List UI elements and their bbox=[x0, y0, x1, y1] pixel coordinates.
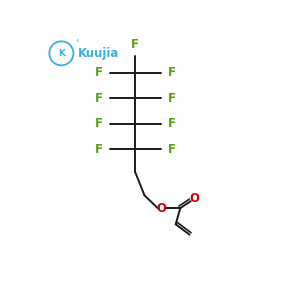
Text: F: F bbox=[95, 67, 103, 80]
Text: °: ° bbox=[75, 40, 79, 46]
Text: F: F bbox=[95, 92, 103, 105]
Text: F: F bbox=[131, 38, 139, 51]
Text: F: F bbox=[168, 92, 176, 105]
Text: F: F bbox=[168, 117, 176, 130]
Text: Kuujia: Kuujia bbox=[78, 47, 119, 60]
Text: F: F bbox=[168, 143, 176, 156]
Text: F: F bbox=[168, 67, 176, 80]
Text: O: O bbox=[157, 202, 167, 214]
Text: O: O bbox=[189, 192, 199, 206]
Text: F: F bbox=[95, 143, 103, 156]
Text: F: F bbox=[95, 117, 103, 130]
Text: K: K bbox=[58, 49, 65, 58]
